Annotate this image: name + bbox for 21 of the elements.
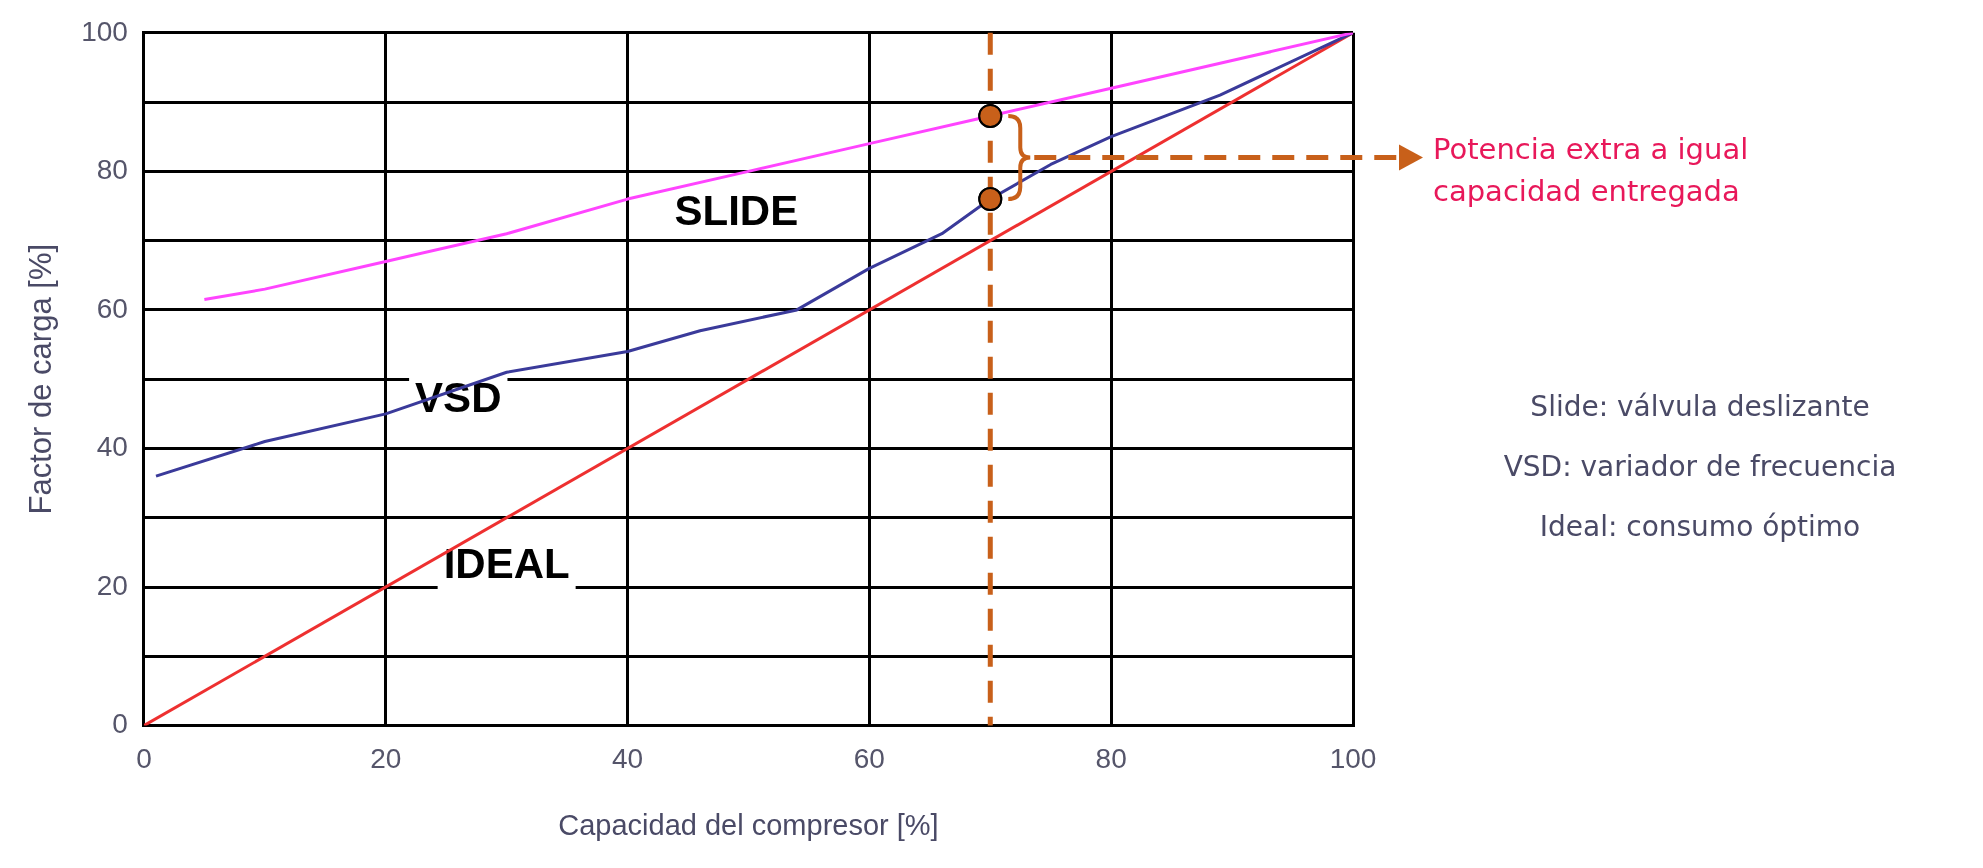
series-label: IDEAL [443, 539, 570, 587]
x-tick-label: 40 [611, 743, 644, 775]
y-tick-label: 80 [96, 154, 128, 186]
x-tick-label: 80 [1095, 743, 1127, 775]
series-label: SLIDE [674, 186, 799, 234]
x-tick-label: 60 [853, 743, 885, 775]
text: VSD: variador de frecuencia [1502, 450, 1898, 483]
y-tick-label: 20 [96, 569, 128, 601]
y-tick-label: 60 [96, 292, 128, 324]
y-axis-title: Factor de carga [%] [23, 243, 59, 515]
text: Ideal: consumo óptimo [1538, 510, 1862, 543]
x-tick-label: 20 [370, 743, 402, 775]
y-tick-label: 40 [96, 431, 128, 463]
x-tick-label: 0 [136, 743, 152, 775]
x-tick-label: 100 [1329, 743, 1377, 775]
text: Potencia extra a igual capacidad entregada [1433, 130, 1750, 210]
text: Slide: válvula deslizante [1529, 390, 1871, 423]
y-tick-label: 0 [112, 708, 128, 740]
y-tick-label: 100 [81, 15, 128, 47]
series-label: VSD [415, 373, 502, 421]
x-axis-title: Capacidad del compresor [%] [558, 808, 939, 841]
